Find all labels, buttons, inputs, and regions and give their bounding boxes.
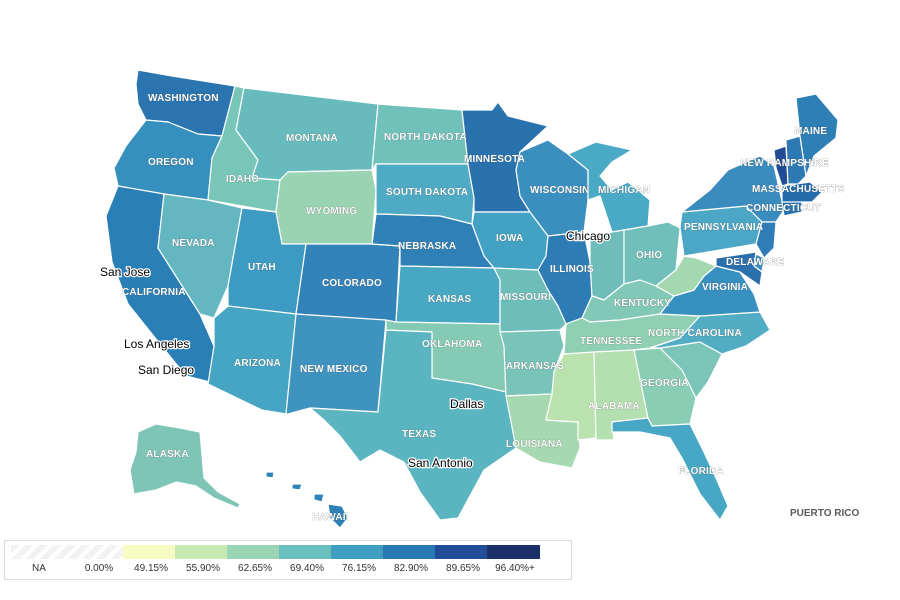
- label-idaho: IDAHO: [226, 174, 259, 185]
- label-new-hampshire: NEW HAMPSHIRE: [740, 158, 829, 169]
- legend-swatch-4: [331, 545, 384, 559]
- state-texas[interactable]: [309, 329, 517, 521]
- label-tennessee: TENNESSEE: [580, 336, 643, 347]
- label-montana: MONTANA: [286, 133, 338, 144]
- label-alabama: ALABAMA: [588, 401, 640, 412]
- label-california: CALIFORNIA: [122, 287, 186, 298]
- label-colorado: COLORADO: [322, 278, 382, 289]
- state-colorado[interactable]: [295, 243, 401, 323]
- label-hawaii: HAWAII: [312, 512, 349, 523]
- legend-tick-1: 49.15%: [134, 563, 168, 574]
- label-arkansas: ARKANSAS: [506, 361, 564, 372]
- state-maine[interactable]: [795, 93, 839, 177]
- city-san-jose: San Jose: [100, 265, 150, 279]
- city-los-angeles: Los Angeles: [124, 337, 189, 351]
- label-illinois: ILLINOIS: [550, 264, 594, 275]
- label-louisiana: LOUISIANA: [506, 439, 563, 450]
- legend-tick-7: 89.65%: [446, 563, 480, 574]
- label-massachusetts: MASSACHUSETTS: [752, 184, 845, 195]
- label-texas: TEXAS: [402, 429, 436, 440]
- label-wyoming: WYOMING: [306, 206, 357, 217]
- legend-swatch-3: [279, 545, 332, 559]
- state-hawaii-group[interactable]: [265, 471, 349, 529]
- state-north-carolina[interactable]: [649, 311, 771, 355]
- states-layer: [105, 69, 839, 529]
- hawaii-island-oahu[interactable]: [291, 483, 303, 491]
- color-legend: NA 0.00% 49.15% 55.90% 62.65% 69.40% 76.15% 82…: [4, 540, 572, 580]
- label-north-dakota: NORTH DAKOTA: [384, 132, 467, 143]
- city-labels: Chicago San Jose Los Angeles San Diego D…: [99, 228, 612, 472]
- label-oregon: OREGON: [148, 157, 194, 168]
- state-west-virginia[interactable]: [655, 255, 717, 297]
- legend-tick-3: 62.65%: [238, 563, 272, 574]
- label-utah: UTAH: [248, 262, 276, 273]
- legend-ticks: NA 0.00% 49.15% 55.90% 62.65% 69.40% 76.15% 82…: [5, 563, 571, 577]
- state-michigan[interactable]: [567, 141, 651, 233]
- label-florida: FLORIDA: [678, 466, 724, 477]
- label-connecticut: CONNECTICUT: [746, 203, 821, 214]
- legend-swatch-0: [123, 545, 176, 559]
- label-oklahoma: OKLAHOMA: [422, 339, 482, 350]
- legend-swatch-7: [487, 545, 540, 559]
- state-new-jersey[interactable]: [755, 221, 777, 259]
- state-labels: WASHINGTON OREGON CALIFORNIA IDAHO NEVAD…: [122, 93, 845, 523]
- state-vermont[interactable]: [773, 145, 789, 187]
- label-delaware: DELAWARE: [726, 257, 784, 268]
- city-dallas: Dallas: [450, 397, 483, 411]
- state-nevada[interactable]: [157, 193, 243, 319]
- label-kentucky: KENTUCKY: [614, 298, 671, 309]
- label-wisconsin: WISCONSIN: [530, 185, 590, 196]
- legend-tick-0: 0.00%: [84, 563, 114, 574]
- legend-tick-5: 76.15%: [342, 563, 376, 574]
- legend-tick-6: 82.90%: [394, 563, 428, 574]
- legend-swatches: [5, 545, 571, 559]
- legend-na-label: NA: [32, 563, 46, 574]
- label-puerto-rico: PUERTO RICO: [790, 508, 859, 519]
- label-michigan: MICHIGAN: [598, 185, 650, 196]
- city-san-diego: San Diego: [138, 363, 194, 377]
- label-georgia: GEORGIA: [640, 378, 689, 389]
- state-new-hampshire[interactable]: [785, 135, 807, 185]
- label-maine: MAINE: [794, 126, 827, 137]
- legend-swatch-na: [11, 545, 123, 559]
- label-washington: WASHINGTON: [148, 93, 219, 104]
- state-florida[interactable]: [611, 417, 729, 521]
- legend-tick-8: 96.40%+: [495, 563, 535, 574]
- label-kansas: KANSAS: [428, 294, 472, 305]
- label-ohio: OHIO: [636, 250, 662, 261]
- label-iowa: IOWA: [496, 233, 523, 244]
- state-new-york[interactable]: [681, 155, 785, 223]
- hawaii-island-kauai[interactable]: [265, 471, 275, 479]
- legend-swatch-6: [435, 545, 488, 559]
- label-new-mexico: NEW MEXICO: [300, 364, 368, 375]
- label-pennsylvania: PENNSYLVANIA: [684, 222, 763, 233]
- label-virginia: VIRGINIA: [702, 282, 748, 293]
- label-alaska: ALASKA: [146, 449, 189, 460]
- legend-swatch-1: [175, 545, 228, 559]
- state-massachusetts[interactable]: [781, 181, 823, 203]
- label-south-dakota: SOUTH DAKOTA: [386, 187, 468, 198]
- legend-swatch-5: [383, 545, 436, 559]
- state-alaska[interactable]: [129, 423, 241, 509]
- legend-tick-4: 69.40%: [290, 563, 324, 574]
- city-chicago: Chicago: [566, 229, 610, 243]
- legend-swatch-2: [227, 545, 280, 559]
- state-hawaii[interactable]: [327, 503, 349, 529]
- label-north-carolina: NORTH CAROLINA: [648, 328, 742, 339]
- label-arizona: ARIZONA: [234, 358, 281, 369]
- label-minnesota: MINNESOTA: [464, 154, 525, 165]
- label-missouri: MISSOURI: [500, 292, 551, 303]
- legend-tick-2: 55.90%: [186, 563, 220, 574]
- label-nevada: NEVADA: [172, 238, 215, 249]
- state-maryland[interactable]: [715, 251, 763, 287]
- city-san-antonio: San Antonio: [408, 456, 473, 470]
- hawaii-island-maui[interactable]: [313, 493, 325, 503]
- label-nebraska: NEBRASKA: [398, 241, 456, 252]
